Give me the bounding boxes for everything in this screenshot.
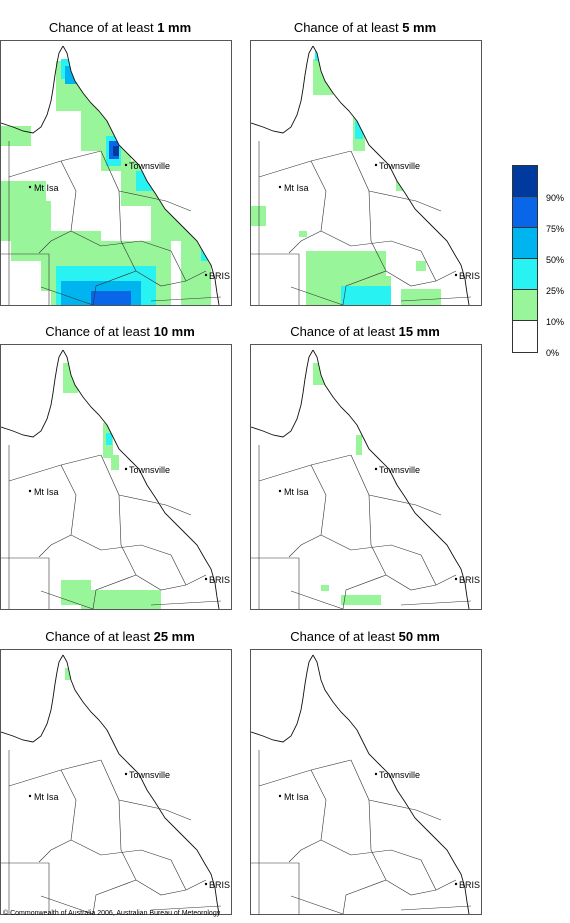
- svg-text:BRIS: BRIS: [459, 575, 480, 585]
- panel-title-5mm: Chance of at least 5 mm: [293, 20, 437, 35]
- legend-swatch-0: [513, 321, 537, 352]
- svg-text:Mt Isa: Mt Isa: [34, 792, 59, 802]
- mt-isa-marker: Mt Isa: [278, 487, 309, 497]
- svg-text:Townsville: Townsville: [379, 465, 420, 475]
- rainfall-map-5mm: Townsville Mt Isa BRIS: [250, 40, 482, 306]
- svg-text:Townsville: Townsville: [129, 770, 170, 780]
- legend-swatch-90: [513, 166, 537, 197]
- legend-label-25: 25%: [546, 286, 565, 296]
- svg-text:Townsville: Townsville: [379, 770, 420, 780]
- brisbane-marker: BRIS: [454, 880, 480, 890]
- rainfall-map-25mm: Townsville Mt Isa BRIS: [0, 649, 232, 915]
- rainfall-map-10mm: Townsville Mt Isa BRIS: [0, 344, 232, 610]
- svg-text:BRIS: BRIS: [209, 880, 230, 890]
- legend-swatch-75: [513, 197, 537, 228]
- panel-title-10mm: Chance of at least 10 mm: [45, 324, 195, 339]
- rainfall-map-1mm: Townsville Mt Isa BRIS: [0, 40, 232, 306]
- legend-label-75: 75%: [546, 224, 565, 234]
- townsville-marker: Townsville: [124, 161, 170, 171]
- legend-label-50: 50%: [546, 255, 565, 265]
- brisbane-marker: BRIS: [454, 575, 480, 585]
- brisbane-marker: BRIS: [204, 575, 230, 585]
- svg-text:BRIS: BRIS: [459, 880, 480, 890]
- svg-text:Mt Isa: Mt Isa: [284, 792, 309, 802]
- mt-isa-marker: Mt Isa: [278, 183, 309, 193]
- panel-title-15mm: Chance of at least 15 mm: [290, 324, 440, 339]
- townsville-marker: Townsville: [374, 465, 420, 475]
- brisbane-marker: BRIS: [454, 271, 480, 281]
- legend-label-10: 10%: [546, 317, 565, 327]
- legend-color-bar: [512, 165, 538, 353]
- townsville-marker: Townsville: [374, 161, 420, 171]
- legend-swatch-25: [513, 259, 537, 290]
- panel-title-25mm: Chance of at least 25 mm: [45, 629, 195, 644]
- svg-text:Mt Isa: Mt Isa: [34, 487, 59, 497]
- svg-text:BRIS: BRIS: [209, 271, 230, 281]
- svg-text:Townsville: Townsville: [129, 161, 170, 171]
- mt-isa-marker: Mt Isa: [278, 792, 309, 802]
- svg-text:Mt Isa: Mt Isa: [284, 487, 309, 497]
- panel-title-50mm: Chance of at least 50 mm: [290, 629, 440, 644]
- svg-text:Townsville: Townsville: [129, 465, 170, 475]
- svg-text:BRIS: BRIS: [459, 271, 480, 281]
- brisbane-marker: BRIS: [204, 271, 230, 281]
- probability-legend: 90% 75% 50% 25% 10% 0%: [512, 165, 564, 358]
- townsville-marker: Townsville: [124, 465, 170, 475]
- mt-isa-marker: Mt Isa: [28, 183, 59, 193]
- rainfall-map-50mm: Townsville Mt Isa BRIS: [250, 649, 482, 915]
- copyright-notice: © Commonwealth of Australia 2006, Austra…: [3, 910, 221, 917]
- brisbane-marker: BRIS: [204, 880, 230, 890]
- rainfall-map-15mm: Townsville Mt Isa BRIS: [250, 344, 482, 610]
- mt-isa-marker: Mt Isa: [28, 487, 59, 497]
- svg-text:Mt Isa: Mt Isa: [34, 183, 59, 193]
- legend-label-90: 90%: [546, 193, 565, 203]
- legend-swatch-50: [513, 228, 537, 259]
- mt-isa-marker: Mt Isa: [28, 792, 59, 802]
- svg-text:Townsville: Townsville: [379, 161, 420, 171]
- legend-label-0: 0%: [546, 348, 560, 358]
- townsville-marker: Townsville: [374, 770, 420, 780]
- svg-text:Mt Isa: Mt Isa: [284, 183, 309, 193]
- panel-title-1mm: Chance of at least 1 mm: [48, 20, 192, 35]
- svg-text:BRIS: BRIS: [209, 575, 230, 585]
- townsville-marker: Townsville: [124, 770, 170, 780]
- legend-swatch-10: [513, 290, 537, 321]
